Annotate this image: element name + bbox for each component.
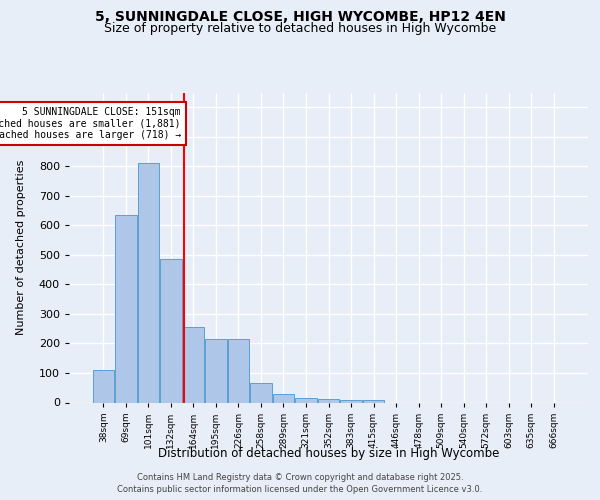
Bar <box>137 164 159 402</box>
Bar <box>205 339 227 402</box>
Bar <box>228 339 249 402</box>
Bar <box>92 370 114 402</box>
Bar <box>340 400 362 402</box>
Text: Size of property relative to detached houses in High Wycombe: Size of property relative to detached ho… <box>104 22 496 35</box>
Text: 5, SUNNINGDALE CLOSE, HIGH WYCOMBE, HP12 4EN: 5, SUNNINGDALE CLOSE, HIGH WYCOMBE, HP12… <box>95 10 505 24</box>
Bar <box>295 398 317 402</box>
Text: Distribution of detached houses by size in High Wycombe: Distribution of detached houses by size … <box>158 448 499 460</box>
Bar <box>363 400 384 402</box>
Text: 5 SUNNINGDALE CLOSE: 151sqm
← 72% of detached houses are smaller (1,881)
27% of : 5 SUNNINGDALE CLOSE: 151sqm ← 72% of det… <box>0 108 181 140</box>
Text: Contains HM Land Registry data © Crown copyright and database right 2025.: Contains HM Land Registry data © Crown c… <box>137 472 463 482</box>
Bar <box>115 215 137 402</box>
Bar <box>160 260 182 402</box>
Y-axis label: Number of detached properties: Number of detached properties <box>16 160 26 335</box>
Bar <box>318 399 339 402</box>
Text: Contains public sector information licensed under the Open Government Licence v3: Contains public sector information licen… <box>118 485 482 494</box>
Bar <box>182 327 204 402</box>
Bar <box>250 384 272 402</box>
Bar <box>273 394 294 402</box>
